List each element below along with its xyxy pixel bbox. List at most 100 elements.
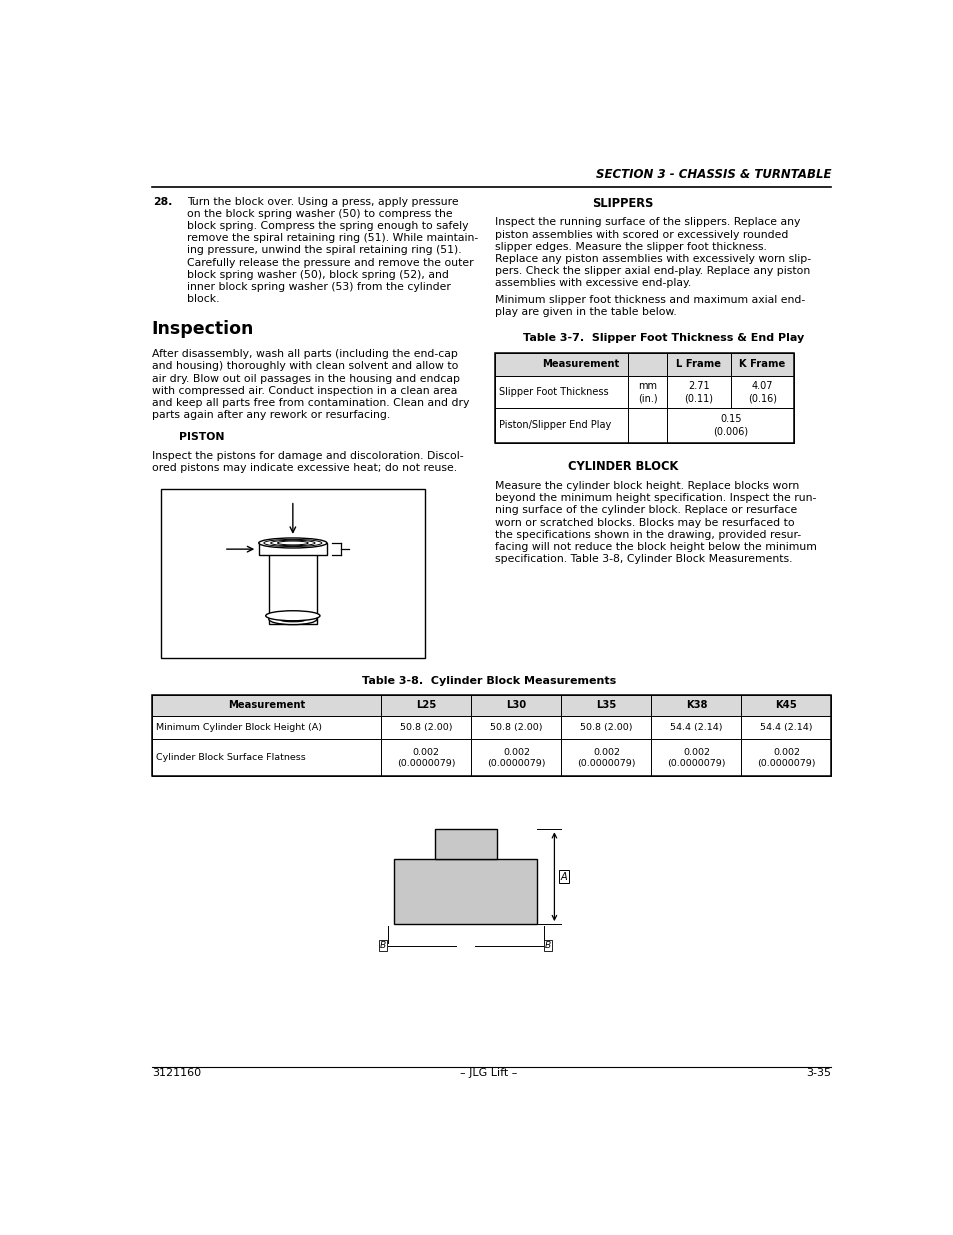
Text: 4.07
(0.16): 4.07 (0.16) <box>747 380 776 403</box>
Bar <box>730 375 794 408</box>
Text: Minimum Cylinder Block Height (A): Minimum Cylinder Block Height (A) <box>156 724 322 732</box>
Text: piston assemblies with scored or excessively rounded: piston assemblies with scored or excessi… <box>495 230 788 240</box>
Text: 0.002
(0.0000079): 0.002 (0.0000079) <box>577 747 635 768</box>
Text: 54.4 (2.14): 54.4 (2.14) <box>760 724 812 732</box>
Text: worn or scratched blocks. Blocks may be resurfaced to: worn or scratched blocks. Blocks may be … <box>495 517 794 527</box>
Bar <box>161 489 424 658</box>
Bar <box>666 352 730 375</box>
Bar <box>666 375 730 408</box>
Text: K38: K38 <box>685 700 706 710</box>
Text: Piston/Slipper End Play: Piston/Slipper End Play <box>498 420 611 430</box>
Text: 50.8 (2.00): 50.8 (2.00) <box>490 724 542 732</box>
Bar <box>495 375 628 408</box>
Text: mm
(in.): mm (in.) <box>638 380 657 403</box>
Text: After disassembly, wash all parts (including the end-cap: After disassembly, wash all parts (inclu… <box>152 350 457 359</box>
Text: Table 3-8.  Cylinder Block Measurements: Table 3-8. Cylinder Block Measurements <box>361 676 616 687</box>
Text: specification. Table 3-8, Cylinder Block Measurements.: specification. Table 3-8, Cylinder Block… <box>495 555 792 564</box>
Bar <box>560 694 651 716</box>
Bar <box>394 858 537 924</box>
Text: 50.8 (2.00): 50.8 (2.00) <box>399 724 452 732</box>
Text: Inspect the pistons for damage and discoloration. Discol-: Inspect the pistons for damage and disco… <box>152 451 463 461</box>
Text: 0.002
(0.0000079): 0.002 (0.0000079) <box>487 747 545 768</box>
Text: L Frame: L Frame <box>676 359 720 369</box>
Bar <box>730 352 794 375</box>
Text: PISTON: PISTON <box>179 431 224 442</box>
Text: and housing) thoroughly with clean solvent and allow to: and housing) thoroughly with clean solve… <box>152 362 457 372</box>
Text: Slipper Foot Thickness: Slipper Foot Thickness <box>498 387 608 396</box>
Text: Minimum slipper foot thickness and maximum axial end-: Minimum slipper foot thickness and maxim… <box>495 295 804 305</box>
Bar <box>471 694 560 716</box>
Ellipse shape <box>284 619 301 621</box>
Text: the specifications shown in the drawing, provided resur-: the specifications shown in the drawing,… <box>495 530 801 540</box>
Text: SLIPPERS: SLIPPERS <box>592 196 653 210</box>
Text: slipper edges. Measure the slipper foot thickness.: slipper edges. Measure the slipper foot … <box>495 242 766 252</box>
Text: 2.71
(0.11): 2.71 (0.11) <box>683 380 713 403</box>
Bar <box>152 694 381 716</box>
Text: block spring washer (50), block spring (52), and: block spring washer (50), block spring (… <box>187 269 448 279</box>
Bar <box>471 740 560 777</box>
Text: pers. Check the slipper axial end-play. Replace any piston: pers. Check the slipper axial end-play. … <box>495 267 809 277</box>
Bar <box>740 694 831 716</box>
Text: inner block spring washer (53) from the cylinder: inner block spring washer (53) from the … <box>187 282 450 291</box>
Text: 0.15
(0.006): 0.15 (0.006) <box>713 414 747 436</box>
Text: with compressed air. Conduct inspection in a clean area: with compressed air. Conduct inspection … <box>152 385 456 396</box>
Text: K45: K45 <box>775 700 797 710</box>
Text: Measure the cylinder block height. Replace blocks worn: Measure the cylinder block height. Repla… <box>495 482 799 492</box>
Ellipse shape <box>258 538 327 548</box>
Text: Table 3-7.  Slipper Foot Thickness & End Play: Table 3-7. Slipper Foot Thickness & End … <box>522 333 803 343</box>
Text: block spring. Compress the spring enough to safely: block spring. Compress the spring enough… <box>187 221 468 231</box>
Text: L25: L25 <box>416 700 436 710</box>
Text: SECTION 3 - CHASSIS & TURNTABLE: SECTION 3 - CHASSIS & TURNTABLE <box>596 168 831 182</box>
Text: facing will not reduce the block height below the minimum: facing will not reduce the block height … <box>495 542 816 552</box>
Text: B: B <box>379 941 386 950</box>
Bar <box>381 740 471 777</box>
Bar <box>269 543 316 624</box>
Bar <box>628 408 666 442</box>
Bar <box>651 740 740 777</box>
Ellipse shape <box>288 620 297 621</box>
Bar <box>471 716 560 740</box>
Text: Replace any piston assemblies with excessively worn slip-: Replace any piston assemblies with exces… <box>495 254 810 264</box>
Text: and keep all parts free from contamination. Clean and dry: and keep all parts free from contaminati… <box>152 398 469 408</box>
Bar <box>258 543 327 556</box>
Bar <box>152 694 831 777</box>
Bar <box>152 740 381 777</box>
Text: 0.002
(0.0000079): 0.002 (0.0000079) <box>666 747 725 768</box>
Text: 54.4 (2.14): 54.4 (2.14) <box>670 724 722 732</box>
Text: ored pistons may indicate excessive heat; do not reuse.: ored pistons may indicate excessive heat… <box>152 463 456 473</box>
Text: L30: L30 <box>506 700 526 710</box>
Bar <box>628 375 666 408</box>
Text: K Frame: K Frame <box>739 359 785 369</box>
Ellipse shape <box>269 614 316 625</box>
Text: on the block spring washer (50) to compress the: on the block spring washer (50) to compr… <box>187 209 452 219</box>
Ellipse shape <box>266 611 319 621</box>
Text: Inspect the running surface of the slippers. Replace any: Inspect the running surface of the slipp… <box>495 217 800 227</box>
Bar <box>495 352 794 442</box>
Text: Carefully release the pressure and remove the outer: Carefully release the pressure and remov… <box>187 258 473 268</box>
Text: Turn the block over. Using a press, apply pressure: Turn the block over. Using a press, appl… <box>187 196 457 206</box>
Bar <box>495 408 628 442</box>
Text: Measurement: Measurement <box>228 700 305 710</box>
Text: 0.002
(0.0000079): 0.002 (0.0000079) <box>757 747 815 768</box>
Text: play are given in the table below.: play are given in the table below. <box>495 308 677 317</box>
Text: 50.8 (2.00): 50.8 (2.00) <box>579 724 632 732</box>
Text: 3-35: 3-35 <box>805 1067 831 1078</box>
Bar <box>152 716 381 740</box>
Text: air dry. Blow out oil passages in the housing and endcap: air dry. Blow out oil passages in the ho… <box>152 374 459 384</box>
Bar <box>666 408 730 442</box>
Bar <box>740 716 831 740</box>
Text: B: B <box>544 941 551 950</box>
Text: assemblies with excessive end-play.: assemblies with excessive end-play. <box>495 278 691 288</box>
Ellipse shape <box>280 619 305 621</box>
Text: 28.: 28. <box>153 196 172 206</box>
Text: A: A <box>560 872 567 882</box>
Bar <box>628 352 666 375</box>
Text: CYLINDER BLOCK: CYLINDER BLOCK <box>567 459 678 473</box>
Bar <box>435 830 497 858</box>
Text: beyond the minimum height specification. Inspect the run-: beyond the minimum height specification.… <box>495 493 816 504</box>
Text: – JLG Lift –: – JLG Lift – <box>459 1067 517 1078</box>
Text: ing pressure, unwind the spiral retaining ring (51).: ing pressure, unwind the spiral retainin… <box>187 246 461 256</box>
Text: L35: L35 <box>596 700 616 710</box>
Bar <box>560 740 651 777</box>
Bar <box>381 716 471 740</box>
